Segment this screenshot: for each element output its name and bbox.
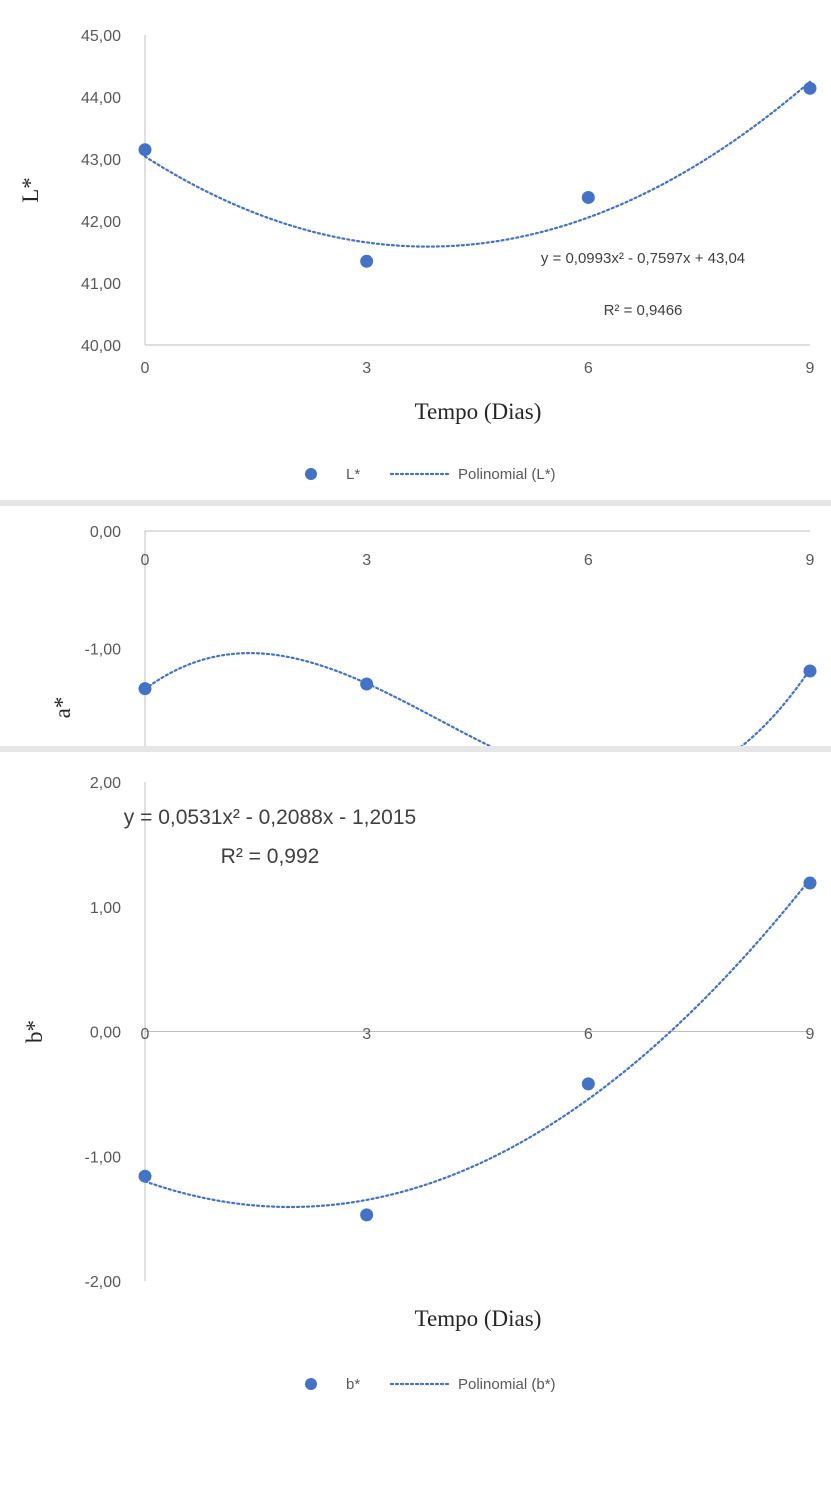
data-point [803,876,817,890]
y-tick-label: -1,00 [85,1149,122,1166]
y-tick-label: 44,00 [81,90,121,107]
legend-label-series: L* [346,466,360,483]
y-tick-label: 0,00 [90,1025,121,1042]
legend-marker-icon [305,1378,317,1390]
y-tick-label: -2,00 [85,1274,122,1291]
y-tick-label: 41,00 [81,276,121,293]
x-tick-label: 6 [584,552,593,569]
x-tick-label: 9 [806,360,815,377]
chart-panel-lightness: 40,00 41,00 42,00 43,00 44,00 45,00 0 3 6 9 Tempo … [0,0,831,500]
x-tick-label: 3 [362,552,371,569]
x-tick-label: 6 [584,360,593,377]
data-point [581,1077,595,1091]
data-point [138,682,152,696]
y-tick-label: 0,00 [90,524,121,541]
data-point [360,677,374,691]
data-point [138,143,152,157]
x-tick-label: 3 [362,360,371,377]
panel-divider [0,746,831,752]
y-tick-label: 43,00 [81,152,121,169]
y-tick-label: 42,00 [81,214,121,231]
y-tick-label: 45,00 [81,28,121,45]
x-tick-label: 3 [362,1026,371,1043]
x-tick-label: 0 [141,552,150,569]
chart-lightness: 40,00 41,00 42,00 43,00 44,00 45,00 0 3 6 9 Tempo … [18,28,817,483]
trendline-equation: R² = 0,9466 [604,302,683,319]
legend-label-trendline: Polinomial (b*) [458,1376,556,1393]
y-tick-label: 40,00 [81,338,121,355]
x-axis-title: Tempo (Dias) [415,1306,542,1331]
data-point [803,81,817,95]
x-axis-title: Tempo (Dias) [415,399,542,424]
x-tick-label: 9 [806,1026,815,1043]
y-tick-label: 1,00 [90,900,121,917]
y-axis-title: a* [50,697,75,719]
trendline-path [143,651,812,746]
chart-panel-b: -2,00 -1,00 0,00 1,00 2,00 0 3 6 9 Tempo (Dias) b*… [0,752,831,1495]
x-tick-label: 0 [141,1026,150,1043]
x-tick-label: 9 [806,552,815,569]
trendline-path [143,878,812,1209]
y-axis-title: L* [18,177,43,203]
data-point [581,190,595,204]
trendline-equation: y = 0,0531x² - 0,2088x - 1,2015 [124,806,416,829]
data-point [360,1208,374,1222]
chart-b-star: -2,00 -1,00 0,00 1,00 2,00 0 3 6 9 Tempo (Dias) b*… [22,775,817,1393]
y-tick-label: 2,00 [90,775,121,792]
trendline-equation: y = 0,0993x² - 0,7597x + 43,04 [541,250,745,267]
legend-label-series: b* [346,1376,360,1393]
x-tick-label: 6 [584,1026,593,1043]
data-point [138,1169,152,1183]
data-point [360,254,374,268]
trendline-equation: R² = 0,992 [221,845,320,868]
trendline-path [143,80,812,248]
y-axis-title: b* [22,1020,47,1043]
data-point [803,664,817,678]
x-tick-label: 0 [141,360,150,377]
legend-marker-icon [305,468,317,480]
panel-divider [0,500,831,506]
legend-label-trendline: Polinomial (L*) [458,466,556,483]
y-tick-label: -1,00 [85,642,122,659]
